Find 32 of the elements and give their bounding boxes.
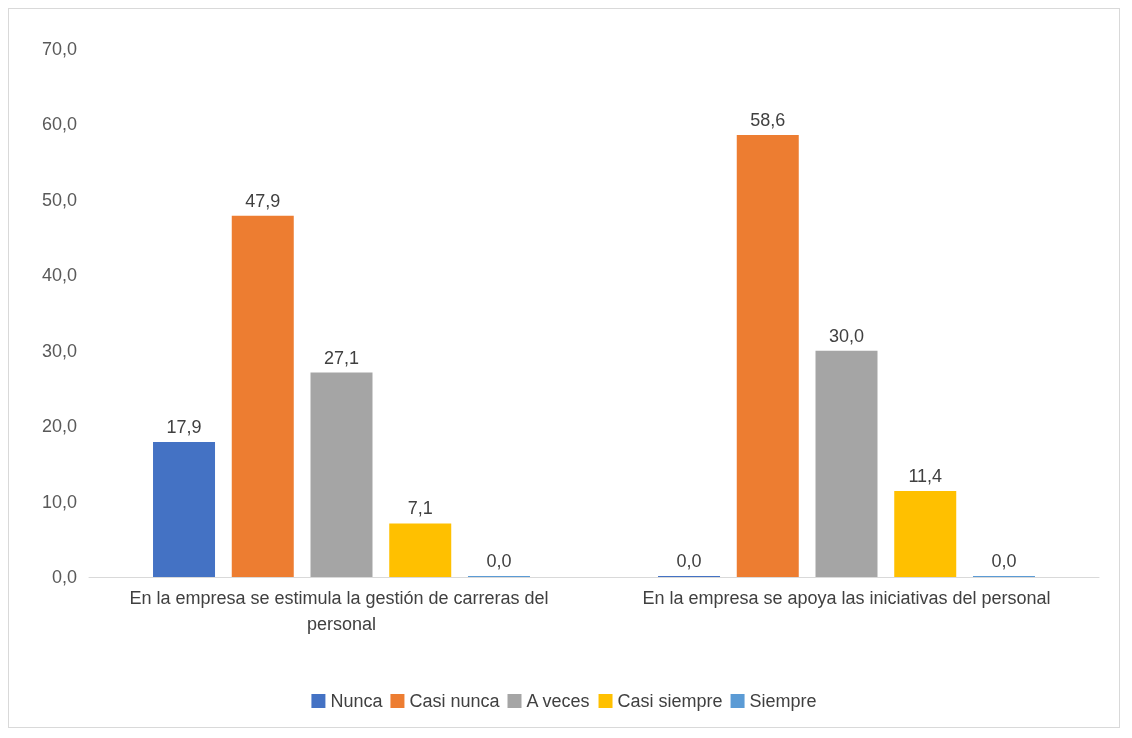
- y-tick-label: 20,0: [41, 416, 77, 437]
- bar: [389, 523, 452, 577]
- x-tick-label: En la empresa se apoya las iniciativas del personal: [642, 588, 1051, 608]
- bar: [310, 372, 373, 577]
- legend-label: A veces: [526, 691, 590, 711]
- data-label: 0,0: [486, 551, 512, 571]
- y-tick-label: 50,0: [41, 189, 77, 210]
- bar: [153, 441, 216, 577]
- data-label: 47,9: [245, 190, 281, 211]
- bar: [894, 491, 957, 577]
- data-label: 27,1: [323, 347, 360, 368]
- legend-label: Casi siempre: [617, 691, 723, 711]
- bar: [231, 215, 294, 577]
- data-label: 58,6: [750, 109, 786, 130]
- y-tick-label: 40,0: [41, 265, 77, 286]
- bar: [736, 134, 799, 577]
- legend-label: Casi nunca: [409, 691, 501, 711]
- x-tick-label: En la empresa se estimula la gestión de carreras del personal: [129, 588, 554, 634]
- data-label: 17,9: [166, 416, 202, 437]
- y-tick-label: 60,0: [41, 114, 77, 135]
- legend-label: Nunca: [330, 691, 384, 711]
- legend-label: Siempre: [749, 691, 817, 711]
- bar: [815, 350, 878, 577]
- data-label: 11,4: [908, 466, 943, 487]
- y-tick-label: 30,0: [41, 340, 77, 361]
- y-tick-label: 10,0: [41, 491, 77, 512]
- data-label: 0,0: [991, 551, 1017, 571]
- y-tick-label: 0,0: [51, 567, 77, 587]
- data-label: 7,1: [407, 498, 433, 519]
- data-label: 30,0: [828, 325, 865, 346]
- data-label: 0,0: [676, 551, 702, 571]
- y-tick-label: 70,0: [41, 39, 77, 59]
